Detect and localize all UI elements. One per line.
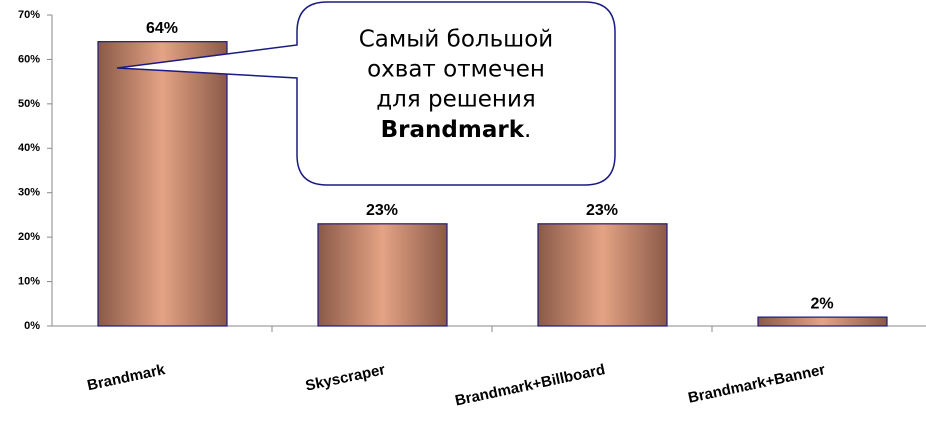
annotation-bold: Brandmark <box>381 117 525 143</box>
bar <box>317 223 448 327</box>
annotation-end: . <box>524 117 531 143</box>
value-label: 23% <box>366 202 398 219</box>
y-tick-label: 10% <box>18 275 40 287</box>
value-label: 23% <box>586 202 618 219</box>
annotation-line: для решения <box>376 87 536 113</box>
bar <box>97 41 228 327</box>
callout: Самый большой охват отмечен для решения Bra… <box>116 1 616 186</box>
y-tick-label: 50% <box>18 98 40 110</box>
y-tick-label: 20% <box>18 231 40 243</box>
y-tick-label: 60% <box>18 53 40 65</box>
y-tick-label: 40% <box>18 142 40 154</box>
x-tick-label: Brandmark <box>86 361 168 394</box>
y-tick-label: 70% <box>18 9 40 21</box>
bar <box>757 316 888 327</box>
annotation-line: Самый большой <box>359 27 554 53</box>
y-tick-label: 0% <box>24 320 40 332</box>
callout-box <box>116 1 616 186</box>
annotation-line: Brandmark. <box>381 117 532 143</box>
bar <box>537 223 668 327</box>
x-tick-label: Brandmark+Billboard <box>453 361 606 409</box>
x-tick-label: Brandmark+Banner <box>687 361 827 407</box>
value-label: 64% <box>146 20 178 37</box>
y-tick-label: 30% <box>18 187 40 199</box>
annotation-line: охват отмечен <box>367 57 545 83</box>
value-label: 2% <box>810 295 833 312</box>
x-tick-label: Skyscraper <box>304 361 387 394</box>
